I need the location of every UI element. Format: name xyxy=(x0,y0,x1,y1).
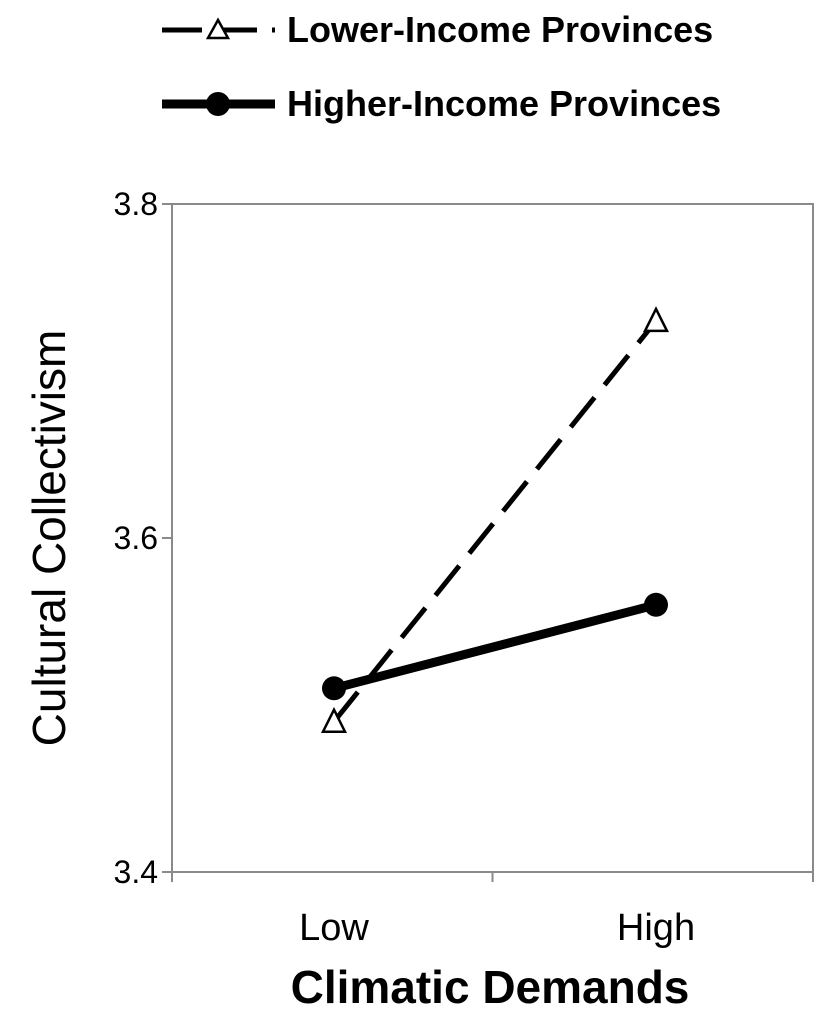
x-tick-label: Low xyxy=(299,907,369,949)
legend: Lower-Income Provinces Higher-Income Pro… xyxy=(162,9,721,124)
series-line xyxy=(332,319,658,724)
series-higher-income xyxy=(322,592,668,701)
x-axis: Low High xyxy=(171,872,814,949)
data-point-triangle xyxy=(320,706,348,733)
data-point-triangle xyxy=(642,306,670,333)
legend-label-lower-income: Lower-Income Provinces xyxy=(287,9,713,50)
x-tick-label: High xyxy=(617,907,695,949)
y-tick-label: 3.8 xyxy=(114,186,158,222)
legend-marker-triangle xyxy=(205,17,231,40)
data-point-circle xyxy=(644,592,668,617)
y-axis: 3.4 3.6 3.8 xyxy=(114,186,172,890)
series-layer xyxy=(320,306,670,733)
series-line xyxy=(332,600,658,693)
plot-frame xyxy=(171,203,814,873)
legend-item-higher-income: Higher-Income Provinces xyxy=(162,83,721,124)
y-tick-label: 3.6 xyxy=(114,520,158,556)
data-point-circle xyxy=(322,676,346,701)
series-lower-income xyxy=(320,306,670,733)
x-axis-title: Climatic Demands xyxy=(291,961,690,1013)
legend-label-higher-income: Higher-Income Provinces xyxy=(287,83,721,124)
legend-marker-circle xyxy=(206,92,230,116)
y-axis-title: Cultural Collectivism xyxy=(23,330,75,747)
legend-item-lower-income: Lower-Income Provinces xyxy=(162,9,713,50)
y-tick-label: 3.4 xyxy=(114,854,158,890)
